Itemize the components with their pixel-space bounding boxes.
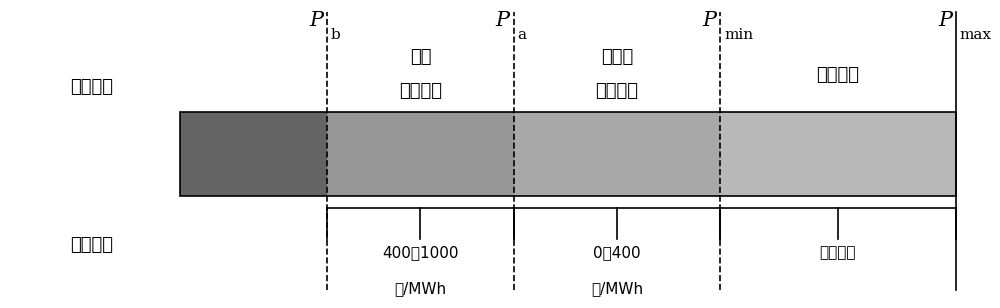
Text: 补偿价格: 补偿价格 (70, 236, 113, 254)
Text: P: P (938, 11, 952, 30)
Bar (327, 112, 514, 196)
Text: a: a (518, 28, 527, 42)
Text: 常规调峰: 常规调峰 (816, 67, 859, 84)
Text: 投油: 投油 (410, 48, 431, 66)
Text: P: P (702, 11, 716, 30)
Text: P: P (309, 11, 323, 30)
Bar (720, 112, 956, 196)
Text: 调峰深度: 调峰深度 (70, 79, 113, 96)
Text: 元/MWh: 元/MWh (591, 281, 643, 296)
Text: min: min (724, 28, 753, 42)
Text: 0～400: 0～400 (593, 245, 641, 260)
Text: 深度调峰: 深度调峰 (595, 82, 638, 99)
Bar (180, 112, 327, 196)
Text: 无偿调峰: 无偿调峰 (820, 245, 856, 260)
Text: 元/MWh: 元/MWh (394, 281, 446, 296)
Text: 400～1000: 400～1000 (382, 245, 459, 260)
Text: P: P (496, 11, 510, 30)
Text: 不投油: 不投油 (601, 48, 633, 66)
Text: b: b (331, 28, 341, 42)
Text: 深度调峰: 深度调峰 (399, 82, 442, 99)
Bar (180, 112, 956, 196)
Text: max: max (960, 28, 992, 42)
Bar (514, 112, 720, 196)
